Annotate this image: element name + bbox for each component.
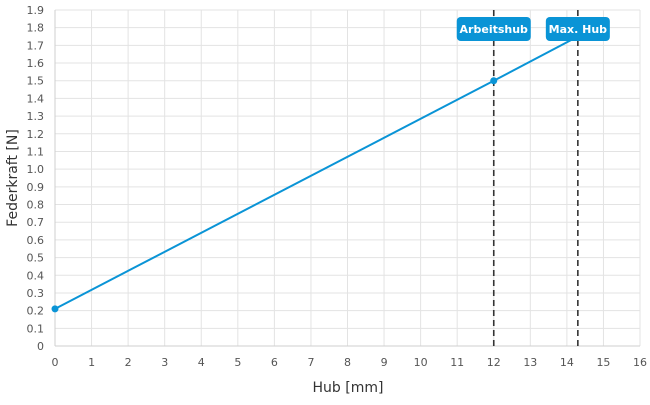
y-tick-label: 0.4 <box>27 269 45 282</box>
y-tick-label: 1.5 <box>27 75 45 88</box>
marker-badge <box>545 17 610 41</box>
x-tick-label: 7 <box>307 356 314 369</box>
y-tick-label: 0.3 <box>27 287 45 300</box>
data-point <box>51 305 59 313</box>
marker-badges: Arbeitshub Max. Hub <box>456 17 610 41</box>
x-tick-label: 9 <box>381 356 388 369</box>
x-tick-label: 5 <box>234 356 241 369</box>
y-tick-label: 0 <box>37 340 44 353</box>
x-tick-label: 13 <box>523 356 537 369</box>
y-tick-label: 0.8 <box>27 199 45 212</box>
x-tick-label: 14 <box>560 356 574 369</box>
y-tick-label: 1.3 <box>27 110 45 123</box>
series-line <box>54 35 579 310</box>
x-tick-labels: 0 1 2 3 4 5 6 7 8 9 10 11 12 13 14 15 16 <box>52 356 648 369</box>
data-point <box>490 77 498 85</box>
y-axis-title: Federkraft [N] <box>5 129 21 227</box>
y-tick-label: 1.6 <box>27 57 45 70</box>
y-tick-label: 1.8 <box>27 22 45 35</box>
x-tick-label: 16 <box>633 356 647 369</box>
x-tick-label: 12 <box>487 356 501 369</box>
x-tick-label: 3 <box>161 356 168 369</box>
y-tick-labels: 0 0.1 0.2 0.3 0.4 0.5 0.6 0.7 0.8 0.9 1.0 1.1 1.2 1.3… <box>27 4 45 353</box>
x-tick-label: 0 <box>52 356 59 369</box>
y-tick-label: 1.1 <box>27 145 45 158</box>
marker-badge-label: Arbeitshub <box>460 23 529 36</box>
y-tick-label: 1.4 <box>27 92 45 105</box>
y-tick-label: 1.0 <box>27 163 45 176</box>
x-tick-label: 1 <box>88 356 95 369</box>
x-tick-label: 10 <box>414 356 428 369</box>
stroke-markers <box>492 10 579 346</box>
y-tick-label: 0.9 <box>27 181 45 194</box>
x-tick-label: 2 <box>125 356 132 369</box>
y-tick-label: 0.2 <box>27 305 45 318</box>
marker-badge-label: Max. Hub <box>549 23 608 36</box>
y-tick-label: 1.2 <box>27 128 45 141</box>
y-tick-label: 0.6 <box>27 234 45 247</box>
x-axis-title: Hub [mm] <box>313 380 384 396</box>
y-tick-label: 1.9 <box>27 4 45 17</box>
axes <box>54 10 640 347</box>
x-tick-label: 6 <box>271 356 278 369</box>
y-tick-label: 0.5 <box>27 252 45 265</box>
x-tick-label: 8 <box>344 356 351 369</box>
grid <box>55 9 641 346</box>
y-tick-label: 1.7 <box>27 39 45 52</box>
y-tick-label: 0.1 <box>27 322 45 335</box>
series <box>51 35 579 313</box>
x-tick-label: 4 <box>198 356 205 369</box>
marker-badge <box>456 17 531 41</box>
x-tick-label: 15 <box>596 356 610 369</box>
x-tick-label: 11 <box>450 356 464 369</box>
y-tick-label: 0.7 <box>27 216 45 229</box>
